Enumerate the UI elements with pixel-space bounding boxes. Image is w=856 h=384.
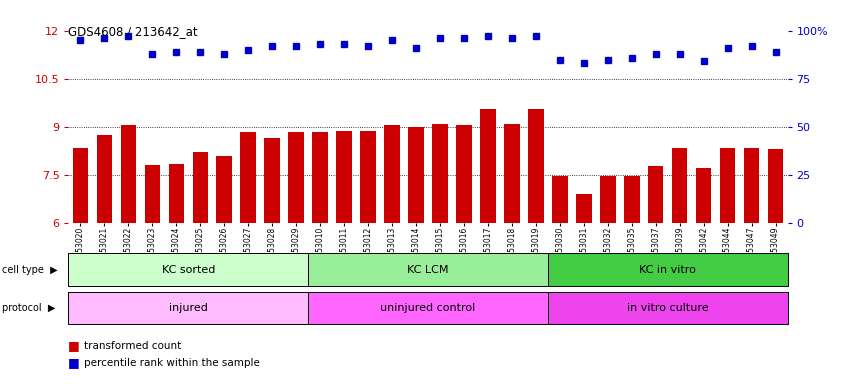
Bar <box>336 131 352 223</box>
Text: ■: ■ <box>68 339 84 352</box>
Bar <box>696 168 711 223</box>
Bar <box>528 109 544 223</box>
Bar <box>744 147 759 223</box>
Bar <box>193 152 208 223</box>
Bar <box>480 109 496 223</box>
Bar <box>265 138 280 223</box>
Text: percentile rank within the sample: percentile rank within the sample <box>84 358 259 368</box>
Text: KC LCM: KC LCM <box>407 265 449 275</box>
Bar <box>145 165 160 223</box>
Bar <box>552 176 568 223</box>
Bar <box>360 131 376 223</box>
Text: cell type  ▶: cell type ▶ <box>2 265 57 275</box>
Text: in vitro culture: in vitro culture <box>627 303 709 313</box>
Bar <box>504 124 520 223</box>
Bar <box>600 176 615 223</box>
Bar <box>576 194 591 223</box>
Text: uninjured control: uninjured control <box>380 303 476 313</box>
Bar <box>432 124 448 223</box>
Bar <box>217 156 232 223</box>
Text: ■: ■ <box>68 356 84 369</box>
Bar <box>121 125 136 223</box>
Bar <box>672 147 687 223</box>
Bar <box>768 149 783 223</box>
Text: injured: injured <box>169 303 208 313</box>
Bar <box>241 132 256 223</box>
Text: protocol  ▶: protocol ▶ <box>2 303 55 313</box>
Text: GDS4608 / 213642_at: GDS4608 / 213642_at <box>68 25 198 38</box>
Bar <box>408 127 424 223</box>
Bar <box>624 176 639 223</box>
Bar <box>456 125 472 223</box>
Bar <box>288 132 304 223</box>
Bar <box>384 125 400 223</box>
Bar <box>648 166 663 223</box>
Text: transformed count: transformed count <box>84 341 181 351</box>
Bar <box>97 135 112 223</box>
Bar <box>720 147 735 223</box>
Bar <box>169 164 184 223</box>
Text: KC sorted: KC sorted <box>162 265 215 275</box>
Bar <box>312 132 328 223</box>
Text: KC in vitro: KC in vitro <box>639 265 696 275</box>
Bar <box>73 147 88 223</box>
